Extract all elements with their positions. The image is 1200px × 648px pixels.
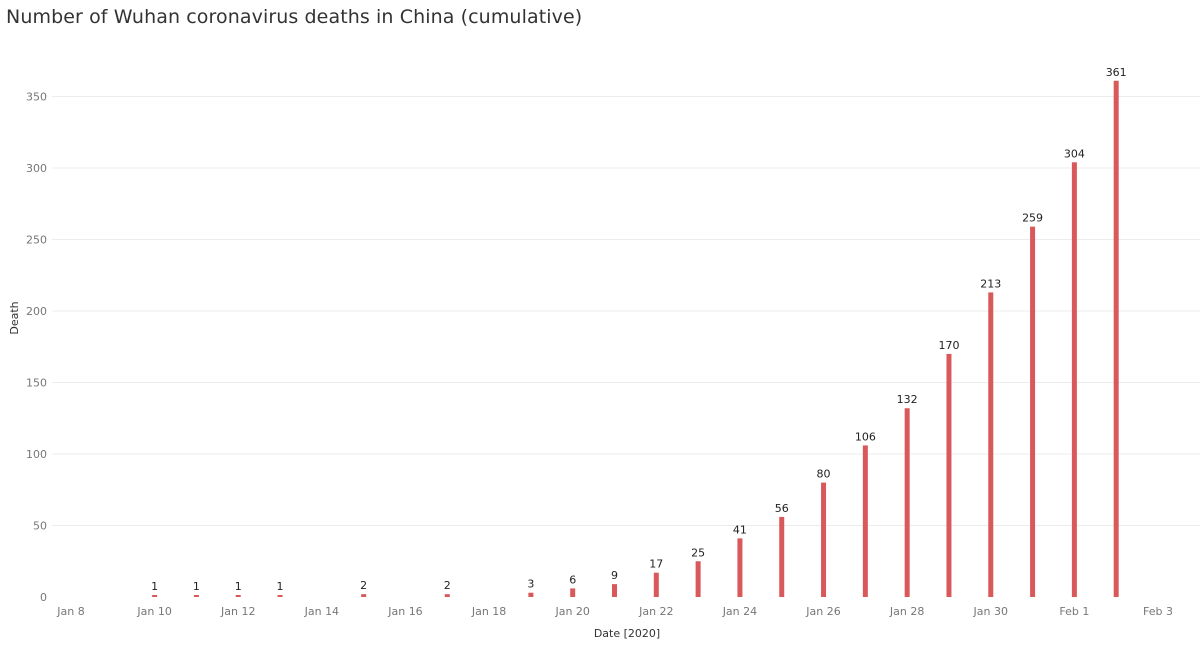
bar <box>653 572 659 597</box>
bar <box>1030 226 1036 597</box>
data-label: 304 <box>1064 147 1085 160</box>
data-label: 25 <box>691 546 705 559</box>
x-axis-title: Date [2020] <box>594 627 660 640</box>
bar <box>904 408 910 597</box>
x-tick-label: Jan 16 <box>387 605 422 618</box>
data-label: 106 <box>855 430 876 443</box>
x-tick-label: Jan 10 <box>136 605 171 618</box>
bar <box>235 595 241 597</box>
data-label: 1 <box>277 580 284 593</box>
y-tick-label: 100 <box>26 448 47 461</box>
bar <box>779 516 785 597</box>
data-label: 80 <box>817 468 831 481</box>
bar <box>277 595 283 597</box>
x-tick-label: Jan 18 <box>471 605 506 618</box>
data-label: 1 <box>151 580 158 593</box>
x-tick-label: Feb 1 <box>1059 605 1089 618</box>
data-label: 132 <box>897 393 918 406</box>
bar <box>612 584 617 597</box>
data-label: 213 <box>980 277 1001 290</box>
y-tick-label: 50 <box>33 520 47 533</box>
x-tick-label: Jan 12 <box>220 605 255 618</box>
x-tick-label: Jan 14 <box>304 605 339 618</box>
bar <box>528 592 534 597</box>
y-tick-label: 350 <box>26 91 47 104</box>
y-axis-title: Death <box>8 301 21 334</box>
data-label: 361 <box>1106 66 1127 79</box>
bar <box>193 595 199 597</box>
data-label: 17 <box>649 558 663 571</box>
data-label: 3 <box>527 578 534 591</box>
x-tick-label: Feb 3 <box>1143 605 1173 618</box>
bar <box>1071 162 1077 597</box>
data-label: 6 <box>569 573 576 586</box>
bar <box>361 594 367 597</box>
data-label: 1 <box>193 580 200 593</box>
y-tick-label: 300 <box>26 162 47 175</box>
chart-title: Number of Wuhan coronavirus deaths in Ch… <box>6 6 583 28</box>
bar <box>444 594 450 597</box>
x-tick-label: Jan 20 <box>554 605 589 618</box>
bar <box>862 445 868 597</box>
bar <box>695 561 701 597</box>
bar <box>821 482 827 597</box>
bar <box>570 588 576 597</box>
x-tick-label: Jan 24 <box>722 605 757 618</box>
x-tick-label: Jan 22 <box>638 605 673 618</box>
data-label: 2 <box>444 579 451 592</box>
x-tick-label: Jan 30 <box>973 605 1008 618</box>
data-label: 56 <box>775 502 789 515</box>
x-tick-label: Jan 8 <box>56 605 84 618</box>
y-tick-label: 150 <box>26 377 47 390</box>
y-tick-label: 0 <box>40 591 47 604</box>
data-label: 2 <box>360 579 367 592</box>
data-label: 41 <box>733 523 747 536</box>
data-label: 9 <box>611 569 618 582</box>
bar <box>1113 80 1119 597</box>
data-label: 170 <box>938 339 959 352</box>
data-label: 1 <box>235 580 242 593</box>
bar <box>946 353 952 597</box>
bar <box>152 595 158 597</box>
y-tick-label: 200 <box>26 305 47 318</box>
bar <box>737 538 743 597</box>
bar <box>988 292 994 597</box>
x-tick-label: Jan 28 <box>889 605 924 618</box>
x-tick-label: Jan 26 <box>805 605 840 618</box>
y-tick-label: 250 <box>26 234 47 247</box>
data-label: 259 <box>1022 212 1043 225</box>
